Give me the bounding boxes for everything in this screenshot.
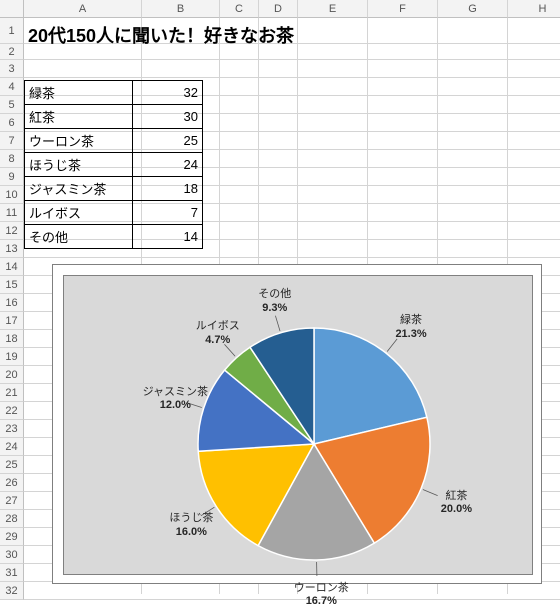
- tea-name: 紅茶: [25, 105, 133, 129]
- row-header-11[interactable]: 11: [0, 204, 24, 222]
- tea-value: 7: [133, 201, 203, 225]
- row-header-19[interactable]: 19: [0, 348, 24, 366]
- row-header-23[interactable]: 23: [0, 420, 24, 438]
- row-header-25[interactable]: 25: [0, 456, 24, 474]
- slice-label: ウーロン茶16.7%: [285, 582, 357, 608]
- tea-value: 14: [133, 225, 203, 249]
- row-header-10[interactable]: 10: [0, 186, 24, 204]
- table-row: ウーロン茶25: [25, 129, 203, 153]
- col-header-C[interactable]: C: [220, 0, 259, 18]
- table-row: その他14: [25, 225, 203, 249]
- page-title: 20代150人に聞いた！好きなお茶: [28, 22, 294, 48]
- header-corner: [0, 0, 24, 18]
- tea-name: ジャスミン茶: [25, 177, 133, 201]
- table-row: ほうじ茶24: [25, 153, 203, 177]
- row-header-16[interactable]: 16: [0, 294, 24, 312]
- row-header-8[interactable]: 8: [0, 150, 24, 168]
- row-header-22[interactable]: 22: [0, 402, 24, 420]
- col-header-E[interactable]: E: [298, 0, 368, 18]
- row-header-21[interactable]: 21: [0, 384, 24, 402]
- col-header-A[interactable]: A: [24, 0, 142, 18]
- row-header-20[interactable]: 20: [0, 366, 24, 384]
- tea-value: 30: [133, 105, 203, 129]
- row-header-31[interactable]: 31: [0, 564, 24, 582]
- tea-name: ウーロン茶: [25, 129, 133, 153]
- col-header-B[interactable]: B: [142, 0, 220, 18]
- tea-name: ルイボス: [25, 201, 133, 225]
- tea-name: その他: [25, 225, 133, 249]
- row-header-1[interactable]: 1: [0, 18, 24, 44]
- row-header-28[interactable]: 28: [0, 510, 24, 528]
- chart-plot-area: 緑茶21.3%紅茶20.0%ウーロン茶16.7%ほうじ茶16.0%ジャスミン茶1…: [63, 275, 533, 575]
- row-header-9[interactable]: 9: [0, 168, 24, 186]
- col-header-H[interactable]: H: [508, 0, 560, 18]
- row-header-32[interactable]: 32: [0, 582, 24, 600]
- row-header-24[interactable]: 24: [0, 438, 24, 456]
- slice-label: ジャスミン茶12.0%: [139, 386, 211, 412]
- row-header-6[interactable]: 6: [0, 114, 24, 132]
- pie-chart[interactable]: 緑茶21.3%紅茶20.0%ウーロン茶16.7%ほうじ茶16.0%ジャスミン茶1…: [52, 264, 542, 584]
- row-header-3[interactable]: 3: [0, 60, 24, 78]
- row-header-26[interactable]: 26: [0, 474, 24, 492]
- tea-value: 18: [133, 177, 203, 201]
- tea-name: ほうじ茶: [25, 153, 133, 177]
- row-header-4[interactable]: 4: [0, 78, 24, 96]
- row-header-7[interactable]: 7: [0, 132, 24, 150]
- row-header-13[interactable]: 13: [0, 240, 24, 258]
- row-header-17[interactable]: 17: [0, 312, 24, 330]
- row-header-29[interactable]: 29: [0, 528, 24, 546]
- slice-label: 紅茶20.0%: [420, 490, 492, 516]
- row-header-15[interactable]: 15: [0, 276, 24, 294]
- row-header-5[interactable]: 5: [0, 96, 24, 114]
- slice-label: ほうじ茶16.0%: [155, 512, 227, 538]
- row-header-12[interactable]: 12: [0, 222, 24, 240]
- table-row: 緑茶32: [25, 81, 203, 105]
- tea-name: 緑茶: [25, 81, 133, 105]
- data-table: 緑茶32紅茶30ウーロン茶25ほうじ茶24ジャスミン茶18ルイボス7その他14: [24, 80, 203, 249]
- slice-label: 緑茶21.3%: [375, 314, 447, 340]
- table-row: ジャスミン茶18: [25, 177, 203, 201]
- row-header-14[interactable]: 14: [0, 258, 24, 276]
- row-header-2[interactable]: 2: [0, 44, 24, 60]
- tea-value: 25: [133, 129, 203, 153]
- col-header-D[interactable]: D: [259, 0, 298, 18]
- pie-svg: [64, 276, 534, 576]
- slice-label: その他9.3%: [239, 288, 311, 314]
- row-header-30[interactable]: 30: [0, 546, 24, 564]
- tea-value: 24: [133, 153, 203, 177]
- row-header-27[interactable]: 27: [0, 492, 24, 510]
- col-header-F[interactable]: F: [368, 0, 438, 18]
- slice-label: ルイボス4.7%: [182, 320, 254, 346]
- row-header-18[interactable]: 18: [0, 330, 24, 348]
- table-row: ルイボス7: [25, 201, 203, 225]
- tea-value: 32: [133, 81, 203, 105]
- col-header-G[interactable]: G: [438, 0, 508, 18]
- table-row: 紅茶30: [25, 105, 203, 129]
